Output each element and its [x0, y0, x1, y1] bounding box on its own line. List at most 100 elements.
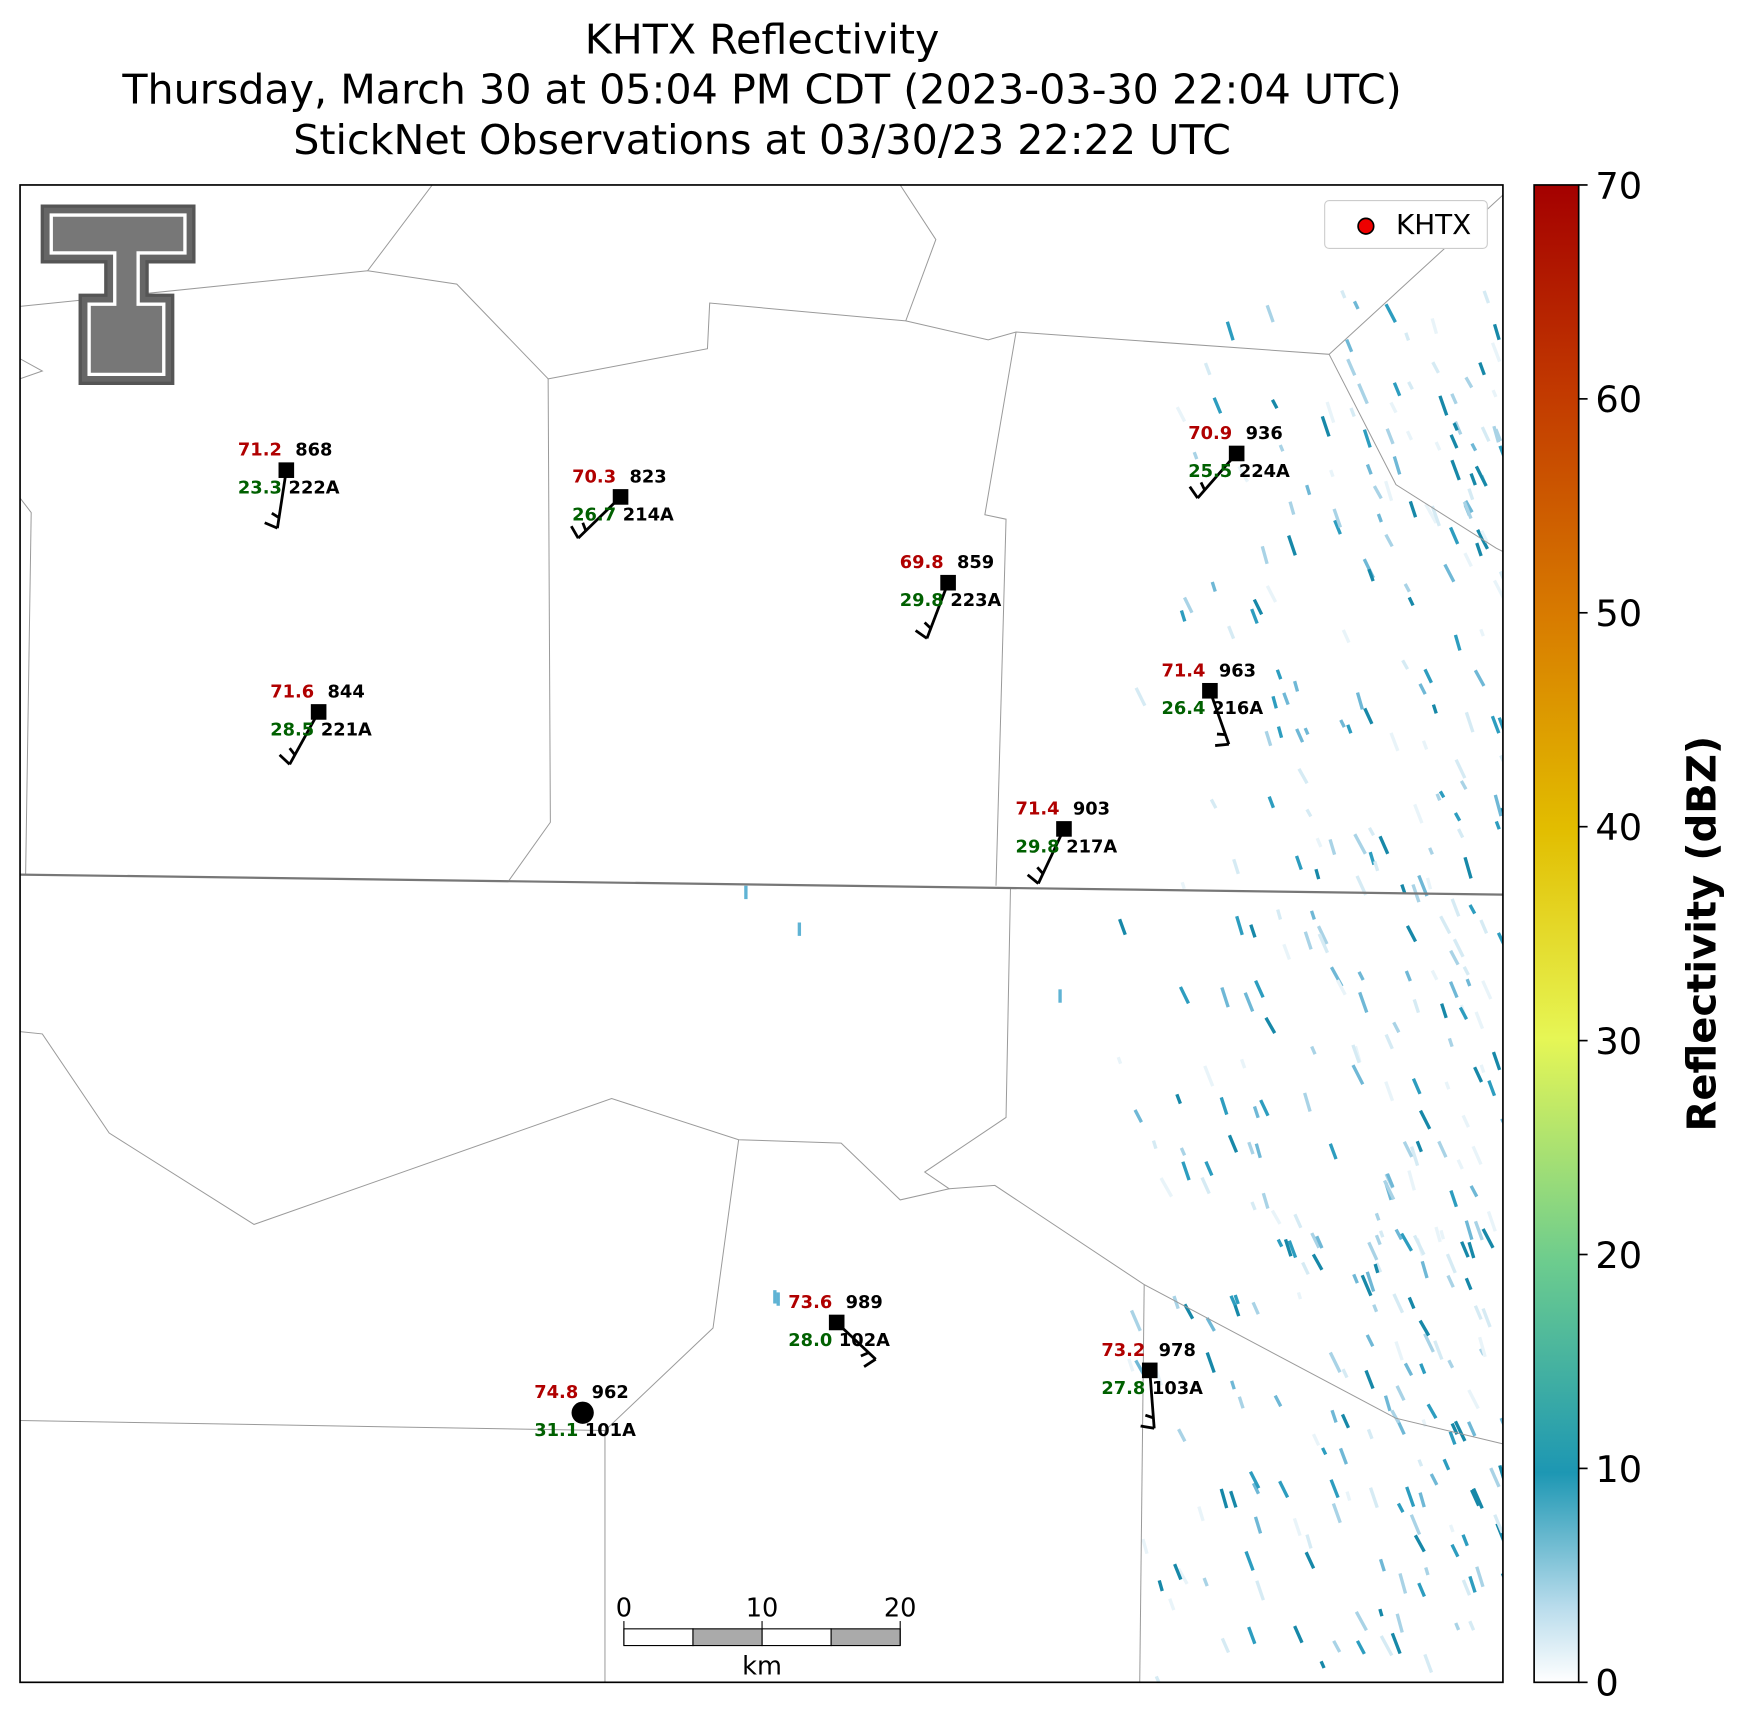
wind-barb — [288, 711, 320, 765]
radar-echo — [1418, 1319, 1431, 1337]
wind-barb — [1036, 866, 1044, 875]
radar-echo — [1237, 1396, 1245, 1409]
radar-echo — [1202, 1577, 1209, 1587]
colorbar — [1533, 184, 1580, 1684]
radar-echo — [1178, 986, 1190, 1005]
radar-echo — [1444, 1081, 1451, 1090]
colorbar-tick-label: 20 — [1595, 1234, 1642, 1277]
radar-echo — [1473, 669, 1486, 687]
radar-echo — [1494, 820, 1501, 830]
radar-echo — [1287, 1240, 1298, 1259]
radar-echo — [1141, 1538, 1149, 1555]
radar-echo — [1315, 837, 1323, 848]
radar-echo — [1423, 1653, 1434, 1674]
radar-echo — [1346, 724, 1353, 734]
map-frame — [19, 184, 1504, 1684]
radar-echo — [1433, 1340, 1444, 1361]
radar-echo — [1303, 1092, 1312, 1112]
scale-tick-label: 0 — [616, 1594, 632, 1624]
radar-echo — [1367, 1241, 1379, 1261]
radar-echo — [1252, 598, 1264, 616]
radar-echo — [1405, 1486, 1416, 1508]
radar-echo — [1479, 628, 1485, 637]
radar-echo — [1469, 1185, 1479, 1198]
station-id: 214A — [623, 504, 674, 525]
radar-echo — [1254, 1143, 1262, 1159]
radar-echo — [1265, 585, 1278, 603]
radar-echo — [1389, 401, 1398, 414]
station-id: 102A — [839, 1330, 890, 1351]
county-lines — [20, 184, 1503, 1683]
radar-echo — [1410, 1146, 1420, 1167]
radar-echo — [1405, 925, 1418, 943]
radar-echo — [1449, 434, 1459, 449]
radar-echo — [1409, 1514, 1422, 1536]
radar-echo — [1379, 1635, 1394, 1657]
radar-echo — [1469, 472, 1477, 486]
station-id: 101A — [585, 1420, 636, 1441]
radar-echo — [1430, 969, 1439, 981]
radar-echo — [1116, 1056, 1123, 1065]
radar-echo — [1294, 855, 1303, 871]
radar-echo — [1339, 719, 1346, 728]
radar-echo — [1373, 1263, 1380, 1274]
radar-echo — [1175, 1093, 1182, 1105]
station-marker — [612, 489, 629, 505]
radar-echo — [1181, 1161, 1191, 1181]
radar-echo — [1329, 469, 1335, 478]
station-marker — [1202, 682, 1218, 699]
wind-barb — [264, 521, 278, 530]
radar-echo — [1203, 362, 1212, 376]
radar-echo — [1360, 1274, 1373, 1297]
wind-barb — [860, 1351, 870, 1358]
radar-echo — [1276, 1238, 1284, 1248]
radar-echo — [1264, 730, 1273, 747]
radar-echo — [1482, 290, 1491, 304]
temperature: 74.8 — [534, 1382, 578, 1403]
radar-echo — [1467, 1389, 1480, 1410]
radar-echo — [1474, 465, 1488, 487]
radar-echo — [1473, 1066, 1484, 1083]
radar-echo — [1500, 1117, 1503, 1126]
radar-echo — [1437, 1140, 1448, 1158]
radar-echo — [1352, 1273, 1359, 1284]
radar-echo — [1345, 338, 1354, 353]
radar-echo — [1417, 874, 1429, 897]
radar-echo — [1303, 727, 1310, 736]
radar-echo — [1449, 1190, 1458, 1208]
radar-echo — [1270, 1209, 1282, 1225]
radar-echo — [1292, 1517, 1302, 1537]
scale-bar — [623, 1628, 901, 1647]
radar-echo — [1407, 381, 1414, 391]
radar-echo — [1464, 1277, 1473, 1291]
radar-echo — [1438, 790, 1446, 799]
radar-echo — [1383, 1395, 1392, 1412]
wind-barb — [1208, 690, 1231, 745]
radar-echo — [1458, 1006, 1469, 1020]
radar-echo — [1278, 1480, 1290, 1499]
radar-echo — [1478, 1336, 1487, 1358]
radar-echo — [1345, 1491, 1352, 1502]
station-marker — [940, 574, 956, 591]
station-marker — [1141, 1362, 1158, 1379]
radar-echo — [1412, 1234, 1426, 1256]
radar-echo — [1493, 794, 1503, 817]
radar-echo — [1254, 979, 1265, 998]
radar-echo — [1349, 407, 1356, 418]
radar-echo — [1243, 992, 1255, 1013]
radar-echo — [1408, 500, 1418, 518]
radar-echo — [1373, 860, 1380, 872]
radar-echo — [1411, 1078, 1422, 1095]
radar-echo — [1372, 485, 1383, 500]
radar-echo — [1407, 1170, 1416, 1191]
pressure: 903 — [1073, 798, 1110, 819]
station-id: 216A — [1212, 698, 1263, 719]
station-id: 223A — [950, 590, 1001, 611]
radar-echo — [1133, 1109, 1143, 1123]
radar-echo — [1255, 1580, 1265, 1601]
radar-echo — [1450, 1422, 1459, 1435]
radar-echo — [1305, 484, 1312, 496]
station-marker — [828, 1314, 845, 1331]
radar-echo — [1385, 428, 1395, 445]
